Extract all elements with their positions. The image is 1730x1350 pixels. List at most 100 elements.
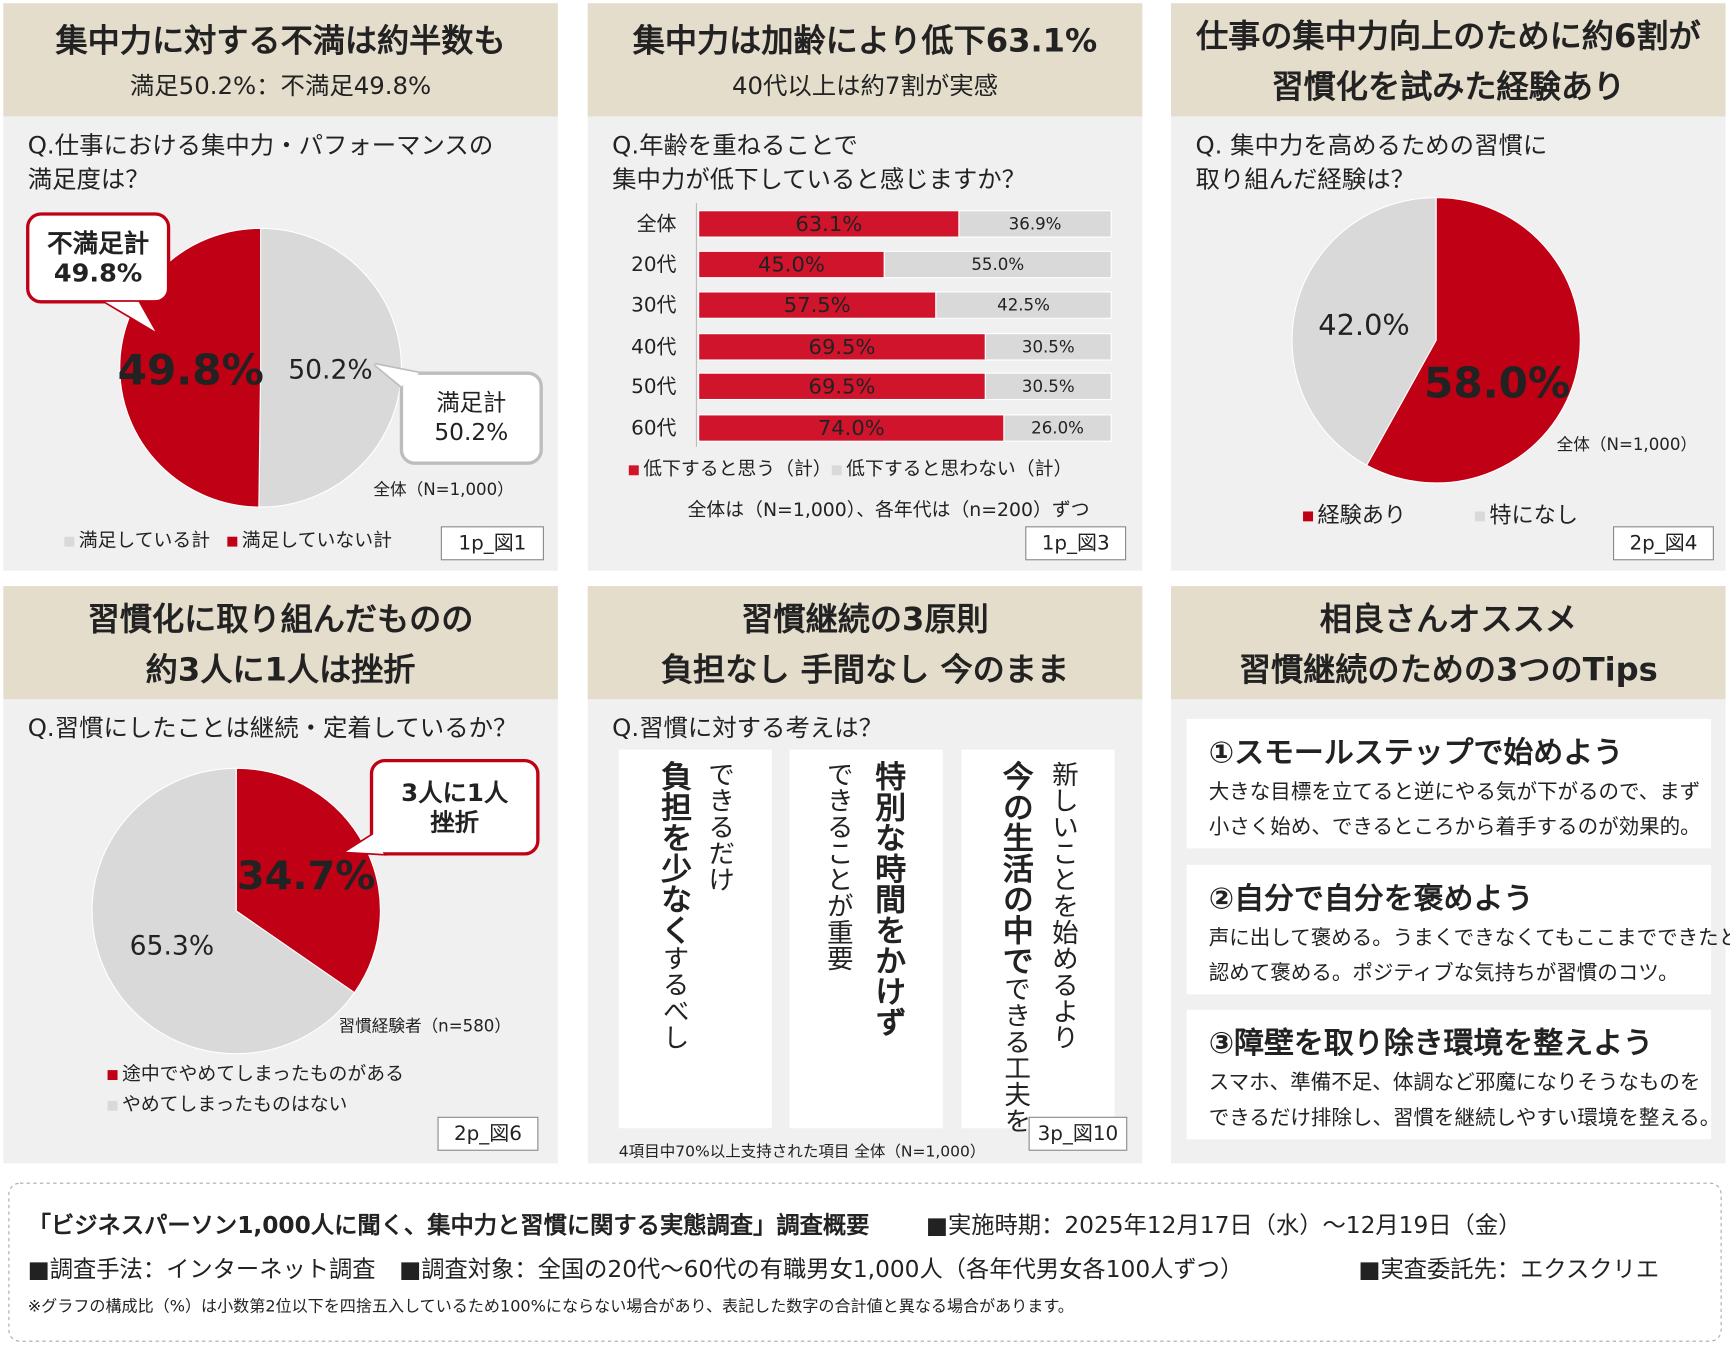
text-part: 新しいことを始めるより — [1047, 761, 1078, 1051]
bar — [984, 333, 1112, 361]
vertical-text: できることが重要 — [822, 761, 853, 972]
panel-title: 習慣継続のための3つのTips — [1239, 651, 1658, 689]
callout-box — [399, 371, 543, 465]
panel-title: 習慣化に取り組んだものの — [88, 600, 474, 638]
tip-box — [1186, 864, 1712, 995]
y-tick-label: 全体 — [637, 212, 677, 235]
pie-slice — [1291, 197, 1437, 467]
pie-value-label: 42.0% — [1318, 308, 1410, 342]
bar-value-label: 74.0% — [818, 416, 885, 440]
pie-value-label: 65.3% — [130, 931, 215, 962]
vertical-text: 特別な時間をかけず — [869, 761, 906, 1038]
tip-box — [1186, 1009, 1712, 1140]
bar-value-label: 55.0% — [971, 255, 1024, 274]
y-tick-label: 50代 — [631, 375, 676, 398]
footer-item: ■実施時期：2025年12月17日（水）～12月19日（金） — [926, 1213, 1521, 1239]
bar — [883, 250, 1112, 279]
question: 集中力が低下していると感じますか？ — [612, 164, 1026, 193]
question: Q.習慣に対する考えは？ — [612, 713, 883, 742]
vertical-text: 新しいことを始めるより — [1047, 761, 1078, 1051]
bar-value-label: 69.5% — [809, 374, 876, 398]
pie-value-label: 34.7% — [237, 853, 375, 899]
legend-label: 低下すると思う（計） — [643, 458, 831, 480]
figure-box — [1025, 526, 1127, 561]
tip-body: 大きな目標を立てると逆にやる気が下がるので、まず — [1209, 779, 1700, 803]
legend-swatch — [1303, 511, 1314, 522]
legend-swatch — [64, 536, 75, 547]
pie-slice — [91, 767, 356, 1055]
question: Q. 集中力を高めるための習慣に — [1195, 130, 1547, 159]
figure-box — [1613, 526, 1714, 561]
text-part: 特別な時間をかけず — [869, 761, 906, 1038]
legend-label: 途中でやめてしまったものがある — [122, 1063, 404, 1085]
panel-title: 負担なし 手間なし 今のまま — [661, 651, 1069, 689]
panel-title: 習慣継続の3原則 — [741, 600, 988, 638]
callout-text: 不満足計 — [47, 228, 149, 258]
bar — [698, 210, 960, 238]
pie-slice — [1365, 197, 1581, 484]
tip-body: 声に出して褒める。うまくできなくてもここまでできたと — [1209, 925, 1730, 949]
footer-box — [8, 1182, 1722, 1342]
note: 習慣経験者（n=580） — [338, 1017, 510, 1036]
text-part: できることが重要 — [822, 761, 853, 972]
panel-header — [1171, 3, 1726, 117]
footer-item: ■調査手法：インターネット調査 — [28, 1257, 376, 1283]
bar — [935, 291, 1112, 319]
bar — [1003, 414, 1112, 442]
footer-item: ■実査委託先：エクスクリエ — [1358, 1257, 1659, 1283]
question: Q.年齢を重ねることで — [612, 130, 858, 159]
figure-box — [437, 1116, 539, 1151]
text-part: 負担を少なく — [655, 761, 692, 945]
panel-header — [3, 3, 558, 117]
tip-body: 小さく始め、できるところから着手するのが効果的。 — [1209, 815, 1701, 839]
panel-title: 集中力に対する不満は約半数も — [55, 22, 506, 60]
bar — [698, 372, 986, 401]
tip-body: スマホ、準備不足、体調など邪魔になりそうなものを — [1209, 1070, 1701, 1094]
figure-label: 2p_図6 — [454, 1122, 522, 1145]
bar-value-label: 30.5% — [1022, 337, 1075, 356]
legend-label: 低下すると思わない（計） — [846, 458, 1072, 480]
panel-title: 約3人に1人は挫折 — [146, 651, 416, 689]
tip-heading: ②自分で自分を褒めよう — [1209, 881, 1534, 916]
legend-swatch — [831, 465, 842, 476]
legend-label: 満足していない計 — [242, 530, 392, 552]
bar-value-label: 45.0% — [758, 253, 825, 277]
footer-note: ※グラフの構成比（%）は小数第2位以下を四捨五入しているため100%にならない場… — [28, 1297, 1074, 1316]
callout-tail-fill — [346, 834, 384, 854]
y-tick-label: 30代 — [631, 294, 676, 317]
legend-swatch — [227, 536, 238, 547]
legend-label: 経験あり — [1317, 503, 1406, 528]
tip-body: できるだけ排除し、習慣を継続しやすい環境を整える。 — [1209, 1105, 1721, 1129]
legend-label: 満足している計 — [79, 530, 210, 552]
figure-label: 1p_図1 — [458, 532, 526, 555]
panel-title: 集中力は加齢により低下63.1% — [632, 22, 1098, 60]
panel-title: 習慣化を試みた経験あり — [1271, 68, 1625, 106]
panel-title: 相良さんオススメ — [1320, 600, 1577, 638]
panel-subtitle: 40代以上は約7割が実感 — [732, 71, 998, 100]
legend-swatch — [107, 1100, 118, 1111]
figure-label: 3p_図10 — [1038, 1122, 1119, 1145]
figure-label: 2p_図4 — [1629, 532, 1697, 555]
legend-swatch — [1474, 511, 1485, 522]
bar — [984, 372, 1112, 401]
bar — [958, 210, 1112, 238]
panel-header — [3, 586, 558, 700]
footer-title: 「ビジネスパーソン1,000人に聞く、集中力と習慣に関する実態調査」調査概要 — [28, 1212, 870, 1239]
panel-title: 仕事の集中力向上のために約6割が — [1196, 17, 1701, 55]
figure-label: 1p_図3 — [1042, 532, 1110, 555]
y-tick-label: 20代 — [631, 253, 676, 276]
figure-box — [1028, 1116, 1128, 1151]
bar-value-label: 42.5% — [997, 296, 1050, 315]
tip-heading: ③障壁を取り除き環境を整えよう — [1209, 1026, 1653, 1061]
bar-value-label: 57.5% — [784, 293, 851, 317]
tip-body: 認めて褒める。ポジティブな気持ちが習慣のコツ。 — [1209, 961, 1679, 985]
bar — [698, 250, 885, 279]
y-tick-label: 60代 — [631, 417, 676, 440]
bar — [698, 291, 937, 319]
pie-value-label: 58.0% — [1424, 359, 1570, 408]
footer-item: ■調査対象：全国の20代～60代の有職男女1,000人（各年代男女各100人ずつ… — [399, 1257, 1243, 1283]
figure-box — [440, 526, 544, 561]
note: 全体（N=1,000） — [1557, 435, 1697, 454]
